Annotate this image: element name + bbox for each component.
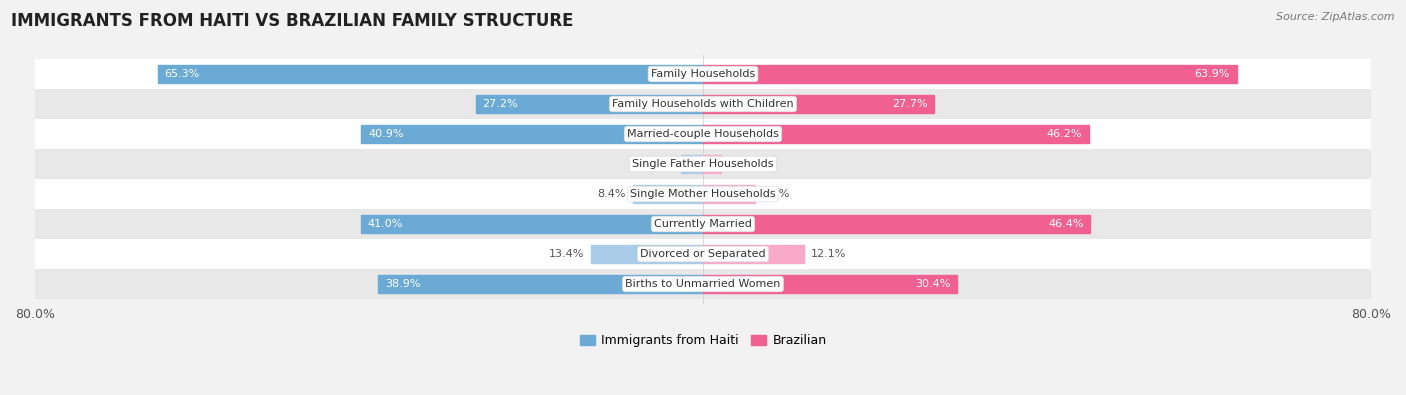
Bar bbox=[35, 269, 1371, 299]
Text: 6.2%: 6.2% bbox=[762, 189, 790, 199]
Text: Single Father Households: Single Father Households bbox=[633, 159, 773, 169]
Bar bbox=[361, 215, 703, 233]
Bar bbox=[378, 275, 703, 293]
Bar bbox=[703, 245, 804, 263]
Text: 13.4%: 13.4% bbox=[550, 249, 585, 259]
Bar bbox=[703, 185, 755, 203]
Bar bbox=[703, 215, 1091, 233]
Text: 2.6%: 2.6% bbox=[647, 159, 675, 169]
Text: 40.9%: 40.9% bbox=[368, 129, 404, 139]
Text: 30.4%: 30.4% bbox=[915, 279, 950, 289]
Text: Single Mother Households: Single Mother Households bbox=[630, 189, 776, 199]
Bar bbox=[361, 125, 703, 143]
Bar bbox=[35, 149, 1371, 179]
Text: 41.0%: 41.0% bbox=[367, 219, 402, 229]
Bar bbox=[703, 125, 1088, 143]
Bar bbox=[35, 59, 1371, 89]
Text: 46.2%: 46.2% bbox=[1046, 129, 1083, 139]
Text: Married-couple Households: Married-couple Households bbox=[627, 129, 779, 139]
Text: 27.2%: 27.2% bbox=[482, 99, 519, 109]
Bar bbox=[703, 275, 957, 293]
Bar bbox=[35, 179, 1371, 209]
Bar bbox=[682, 155, 703, 173]
Text: Divorced or Separated: Divorced or Separated bbox=[640, 249, 766, 259]
Text: 46.4%: 46.4% bbox=[1049, 219, 1084, 229]
Bar bbox=[35, 209, 1371, 239]
Text: 2.2%: 2.2% bbox=[728, 159, 756, 169]
Text: 27.7%: 27.7% bbox=[891, 99, 928, 109]
Text: 38.9%: 38.9% bbox=[385, 279, 420, 289]
Text: Family Households: Family Households bbox=[651, 69, 755, 79]
Bar bbox=[35, 239, 1371, 269]
Bar bbox=[703, 155, 721, 173]
Text: Family Households with Children: Family Households with Children bbox=[612, 99, 794, 109]
Legend: Immigrants from Haiti, Brazilian: Immigrants from Haiti, Brazilian bbox=[575, 329, 831, 352]
Text: 8.4%: 8.4% bbox=[598, 189, 626, 199]
Bar bbox=[35, 89, 1371, 119]
Text: Births to Unmarried Women: Births to Unmarried Women bbox=[626, 279, 780, 289]
Bar bbox=[475, 95, 703, 113]
Bar bbox=[703, 65, 1236, 83]
Text: 63.9%: 63.9% bbox=[1195, 69, 1230, 79]
Bar bbox=[703, 95, 935, 113]
Text: Currently Married: Currently Married bbox=[654, 219, 752, 229]
Text: IMMIGRANTS FROM HAITI VS BRAZILIAN FAMILY STRUCTURE: IMMIGRANTS FROM HAITI VS BRAZILIAN FAMIL… bbox=[11, 12, 574, 30]
Bar bbox=[591, 245, 703, 263]
Bar bbox=[35, 119, 1371, 149]
Bar bbox=[157, 65, 703, 83]
Text: Source: ZipAtlas.com: Source: ZipAtlas.com bbox=[1277, 12, 1395, 22]
Bar bbox=[633, 185, 703, 203]
Text: 12.1%: 12.1% bbox=[811, 249, 846, 259]
Text: 65.3%: 65.3% bbox=[165, 69, 200, 79]
